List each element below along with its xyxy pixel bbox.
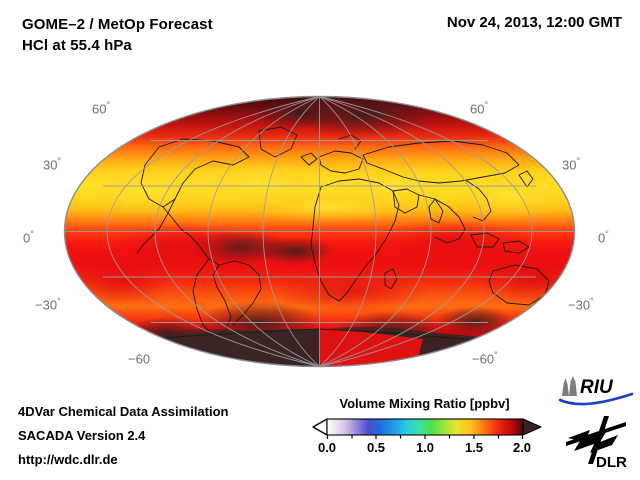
colorbar-svg — [312, 418, 542, 440]
colorbar-tick-4: 2.0 — [512, 440, 532, 455]
mollweide-globe — [63, 95, 576, 368]
species-level-title: HCl at 55.4 hPa — [22, 37, 132, 54]
riu-wordmark: RIU — [580, 377, 614, 398]
riu-swoosh-icon — [558, 392, 634, 406]
riu-towers-icon — [562, 376, 577, 396]
lat-label-right-minus60: −60° — [472, 350, 498, 367]
dlr-logo: DLR — [560, 412, 634, 471]
instrument-title: GOME–2 / MetOp Forecast — [22, 16, 213, 33]
map-panel: 60° 30° 0° −30° −60 60° 30° 0° −30° −60° — [0, 82, 640, 382]
lat-label-left-minus30: −30° — [35, 296, 61, 313]
lat-label-left-60: 60° — [92, 100, 111, 117]
dlr-mark-icon — [566, 416, 626, 464]
colorbar-gradient — [327, 419, 523, 435]
colorbar-under-arrow — [312, 418, 328, 436]
header-title-block: GOME–2 / MetOp Forecast HCl at 55.4 hPa — [22, 14, 213, 56]
colorbar-graphic — [310, 415, 545, 440]
colorbar-tick-1: 0.5 — [366, 440, 386, 455]
map-data-field — [64, 96, 575, 367]
dlr-wordmark: DLR — [596, 454, 627, 470]
colorbar-tick-0: 0.0 — [317, 440, 337, 455]
footer-method: 4DVar Chemical Data Assimilation — [18, 404, 229, 419]
globe-outline — [63, 95, 576, 368]
lat-label-right-0: 0° — [598, 229, 609, 246]
lat-label-left-minus60: −60 — [128, 351, 151, 367]
colorbar-over-arrow — [522, 418, 542, 436]
footer-url[interactable]: http://wdc.dlr.de — [18, 452, 118, 467]
lat-label-right-60: 60° — [470, 100, 489, 117]
lat-label-left-30: 30° — [43, 156, 62, 173]
colorbar-block: Volume Mixing Ratio [ppbv] — [310, 396, 545, 458]
lat-label-right-30: 30° — [562, 156, 581, 173]
map-svg — [63, 95, 576, 368]
dlr-logo-svg: DLR — [566, 416, 627, 471]
colorbar-tick-labels: 0.0 0.5 1.0 1.5 2.0 — [310, 440, 545, 458]
forecast-timestamp: Nov 24, 2013, 12:00 GMT — [446, 14, 622, 31]
riu-logo-svg: RIU — [558, 376, 634, 406]
colorbar-ticks — [326, 435, 524, 440]
colorbar-title: Volume Mixing Ratio [ppbv] — [339, 396, 510, 411]
footer-version: SACADA Version 2.4 — [18, 428, 146, 443]
coastlines — [102, 126, 570, 348]
colorbar-tick-2: 1.0 — [415, 440, 435, 455]
footer-info: 4DVar Chemical Data Assimilation SACADA … — [18, 400, 229, 472]
colorbar-tick-3: 1.5 — [464, 440, 484, 455]
graticule — [64, 96, 575, 367]
riu-logo: RIU — [556, 374, 634, 408]
lat-label-left-0: 0° — [23, 229, 34, 246]
lat-label-right-minus30: −30° — [568, 296, 594, 313]
